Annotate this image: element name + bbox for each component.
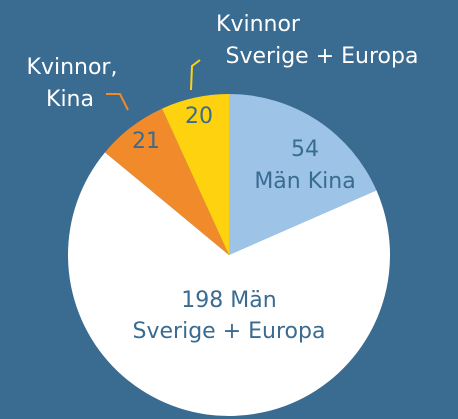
value-label: 54 bbox=[291, 137, 319, 162]
value-label: 20 bbox=[185, 104, 213, 129]
category-label: Sverige + Europa bbox=[133, 319, 326, 344]
category-label: 198 Män bbox=[181, 288, 276, 313]
category-label: Kina bbox=[46, 87, 94, 112]
value-label: 198 bbox=[181, 288, 223, 313]
pie-slice bbox=[162, 94, 229, 255]
category-label: Sverige + Europa bbox=[226, 44, 419, 69]
leader-line bbox=[106, 93, 129, 111]
category-label: Kvinnor bbox=[216, 12, 301, 37]
category-label: Män bbox=[230, 288, 276, 313]
pie-slice bbox=[104, 108, 229, 255]
leader-line bbox=[190, 59, 201, 91]
category-label: Män Kina bbox=[254, 169, 355, 194]
category-label: Kvinnor, bbox=[27, 55, 118, 80]
pie-slice bbox=[67, 152, 391, 417]
pie-slice bbox=[229, 94, 377, 255]
value-label: 21 bbox=[132, 129, 160, 154]
